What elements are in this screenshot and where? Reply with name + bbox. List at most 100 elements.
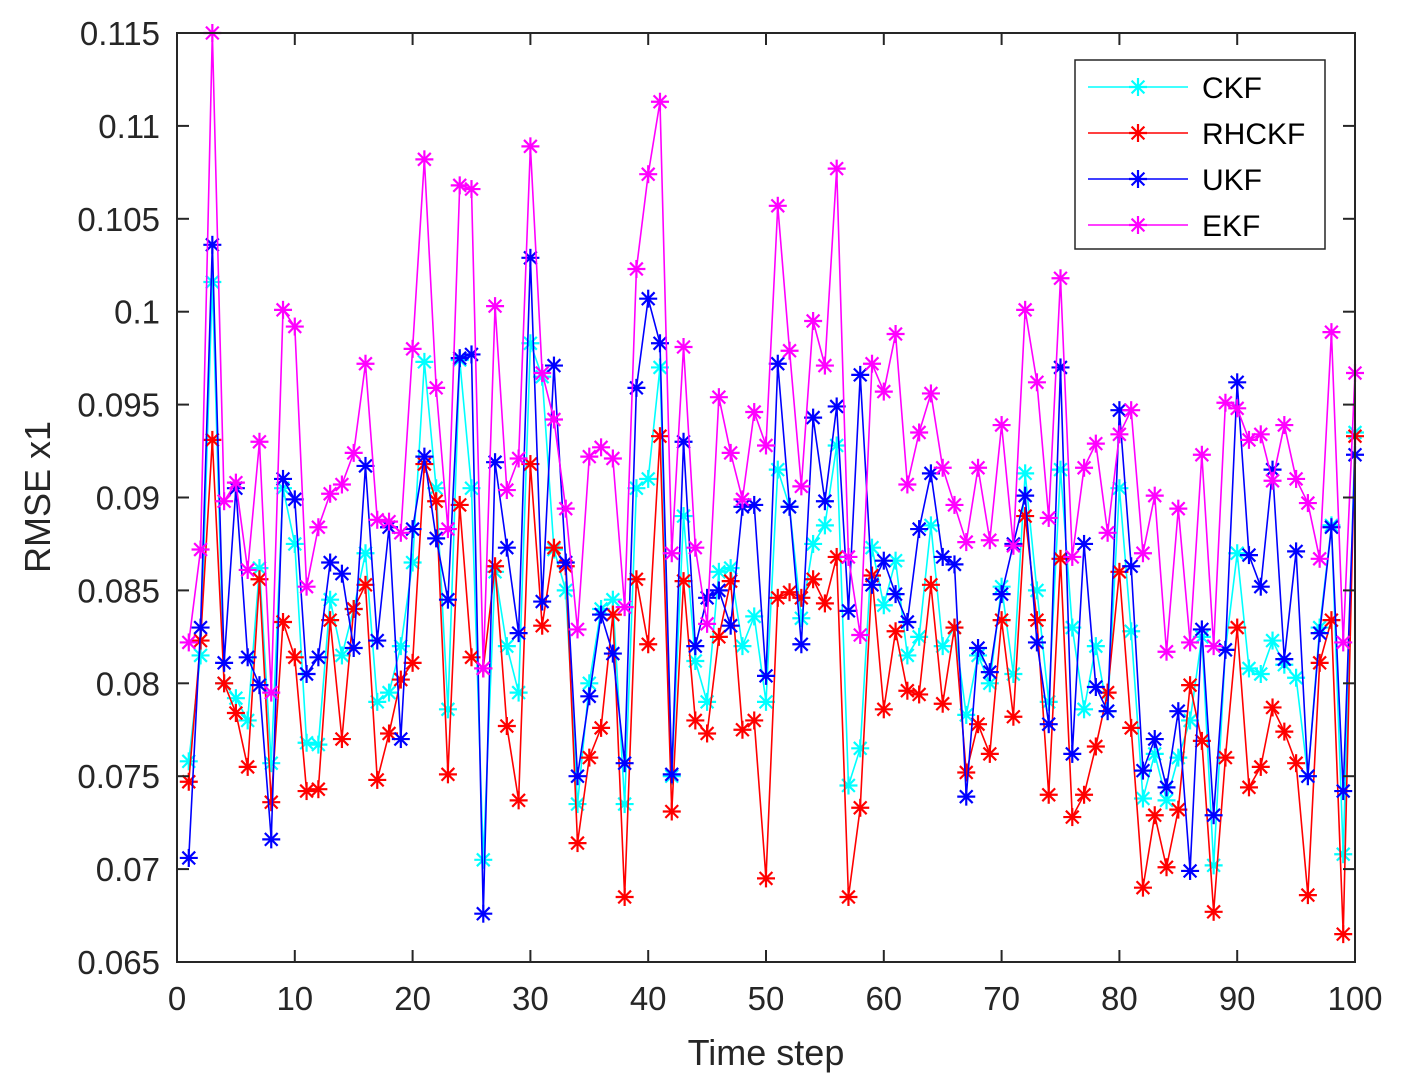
data-point-ukf [886,585,905,604]
data-point-ukf [1275,650,1294,669]
data-point-ukf [1157,778,1176,797]
data-point-ekf [1181,633,1200,652]
data-point-ckf [1075,700,1094,719]
data-point-ekf [580,447,599,466]
data-point-ukf [179,848,198,867]
data-point-ukf [1016,486,1035,505]
data-point-rhckf [1275,722,1294,741]
data-point-rhckf [1239,778,1258,797]
data-point-ekf [191,540,210,559]
data-point-ukf [1098,702,1117,721]
data-point-ckf [285,534,304,553]
data-point-ukf [1051,358,1070,377]
data-point-ukf [544,356,563,375]
data-point-rhckf [1157,858,1176,877]
data-point-ekf [804,311,823,330]
data-point-rhckf [533,616,552,635]
data-point-ukf [957,787,976,806]
data-point-rhckf [391,670,410,689]
y-tick-label: 0.09 [96,480,160,517]
data-point-rhckf [1063,808,1082,827]
data-point-ekf [733,490,752,509]
y-tick-label: 0.095 [77,387,160,424]
data-point-ekf [686,538,705,557]
data-point-ckf [745,607,764,626]
data-point-ukf [1204,806,1223,825]
data-point-ekf [1004,536,1023,555]
x-tick-label: 40 [630,980,667,1017]
data-point-ekf [745,403,764,422]
data-point-rhckf [332,730,351,749]
data-point-ukf [368,631,387,650]
data-point-ukf [250,676,269,695]
data-point-rhckf [368,770,387,789]
data-point-ukf [1063,744,1082,763]
data-point-ukf [780,497,799,516]
data-point-ukf [662,765,681,784]
x-tick-label: 10 [276,980,313,1017]
data-point-rhckf [309,780,328,799]
data-point-ukf [1027,633,1046,652]
data-point-rhckf [486,557,505,576]
data-point-ukf [969,638,988,657]
data-point-ukf [1192,620,1211,639]
legend-label-rhckf: RHCKF [1202,118,1305,151]
data-point-rhckf [980,744,999,763]
data-point-ukf [1322,518,1341,537]
data-point-ekf [391,523,410,542]
data-point-ekf [792,477,811,496]
data-point-ukf [815,492,834,511]
x-tick-label: 60 [865,980,902,1017]
data-point-ekf [415,150,434,169]
data-point-ekf [521,137,540,156]
data-point-rhckf [662,802,681,821]
data-point-ukf [1122,557,1141,576]
data-point-rhckf [1204,902,1223,921]
data-point-ukf [1133,761,1152,780]
data-point-ukf [203,235,222,254]
data-point-rhckf [1133,878,1152,897]
x-tick-label: 20 [394,980,431,1017]
data-point-ekf [1027,373,1046,392]
data-point-ekf [592,438,611,457]
data-point-ekf [1086,434,1105,453]
data-point-ekf [1075,458,1094,477]
data-point-ckf [815,516,834,535]
data-point-ukf [1298,767,1317,786]
data-point-ukf [603,644,622,663]
data-point-ukf [497,538,516,557]
data-point-ckf [768,460,787,479]
data-point-rhckf [274,612,293,631]
data-point-rhckf [674,572,693,591]
data-point-rhckf [1287,754,1306,773]
data-point-ukf [262,830,281,849]
data-point-rhckf [215,674,234,693]
data-point-ckf [1110,479,1129,498]
data-point-ekf [285,317,304,336]
data-point-ekf [910,423,929,442]
data-point-ukf [709,581,728,600]
data-point-ekf [709,388,728,407]
data-point-ekf [1016,300,1035,319]
data-point-ukf [1251,577,1270,596]
data-point-rhckf [592,718,611,737]
data-point-ukf [639,289,658,308]
data-point-ekf [380,512,399,531]
data-point-rhckf [238,757,257,776]
x-tick-label: 0 [168,980,186,1017]
data-point-ckf [851,739,870,758]
data-point-ekf [757,436,775,455]
data-point-ukf [321,553,340,572]
data-point-ukf [721,616,740,635]
data-point-ekf [344,443,363,462]
data-point-ekf [992,416,1011,435]
data-point-rhckf [768,588,787,607]
data-point-rhckf [957,763,976,782]
data-point-ekf [603,449,622,468]
data-point-ukf [344,638,363,657]
data-point-ekf [309,518,328,537]
data-point-ekf [1145,486,1164,505]
data-point-ukf [474,904,493,923]
data-point-ekf [1334,633,1353,652]
data-point-ekf [533,364,552,383]
